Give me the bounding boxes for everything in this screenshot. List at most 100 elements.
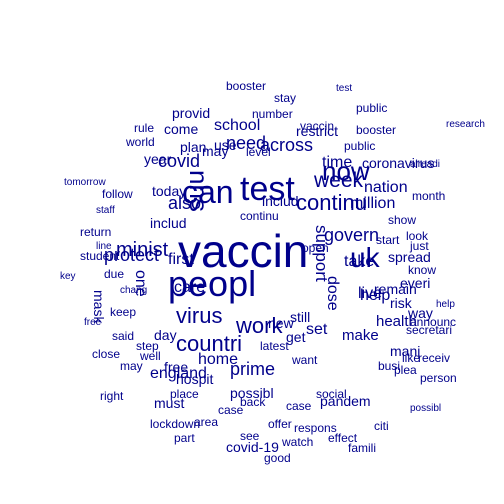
- word-cloud-term: good: [264, 451, 291, 465]
- word-cloud-term: free: [84, 317, 102, 328]
- word-cloud-term: student: [80, 249, 120, 263]
- word-cloud-term: open: [302, 241, 329, 255]
- word-cloud-term: said: [112, 329, 135, 343]
- word-cloud-term: may: [120, 359, 143, 373]
- word-cloud-term: includ: [150, 215, 187, 231]
- word-cloud-term: coronavirus: [362, 155, 435, 171]
- word-cloud-term: england: [150, 365, 207, 382]
- word-cloud-term: continu: [240, 209, 279, 223]
- word-cloud-term: case: [218, 403, 244, 417]
- word-cloud-term: home: [198, 351, 239, 368]
- word-cloud-term: follow: [102, 187, 133, 201]
- word-cloud-term: hospit: [176, 371, 214, 387]
- word-cloud-term: possibl: [410, 403, 442, 414]
- word-cloud-term: day: [154, 327, 177, 343]
- word-cloud-term: peopl: [168, 263, 257, 304]
- word-cloud-term: offer: [268, 417, 292, 431]
- word-cloud-term: announc: [410, 315, 457, 329]
- word-cloud-term: spread: [388, 249, 431, 265]
- word-cloud-term: come: [164, 121, 199, 137]
- word-cloud-term: public: [356, 101, 388, 115]
- word-cloud-term: year: [144, 151, 172, 167]
- word-cloud-term: busi: [378, 359, 401, 373]
- word-cloud-term: prime: [230, 359, 276, 379]
- word-cloud-term: covid-19: [226, 439, 279, 455]
- word-cloud-term: provid: [172, 105, 211, 121]
- word-cloud-term: latest: [260, 339, 289, 353]
- word-cloud-term: booster: [356, 123, 397, 137]
- word-cloud-term: alreadi: [410, 159, 441, 170]
- word-cloud-term: lockdown: [150, 417, 201, 431]
- word-cloud-term: stay: [274, 91, 297, 105]
- word-cloud-term: time: [322, 154, 353, 171]
- word-cloud-term: part: [174, 431, 195, 445]
- word-cloud-term: need: [226, 133, 267, 153]
- word-cloud-term: keep: [110, 305, 137, 319]
- word-cloud-term: receiv: [418, 351, 451, 365]
- word-cloud-term: care: [174, 279, 206, 296]
- word-cloud-term: dose: [324, 276, 341, 311]
- word-cloud-term: plea: [394, 363, 417, 377]
- word-cloud-term: want: [292, 353, 318, 367]
- word-cloud-term: can: [182, 174, 234, 210]
- word-cloud-term: uk: [350, 242, 380, 273]
- word-cloud-term: vaccin: [300, 119, 335, 133]
- word-cloud-term: line: [96, 241, 112, 252]
- word-cloud-term: way: [408, 305, 433, 321]
- word-cloud-term: well: [140, 349, 161, 363]
- word-cloud-term: covid: [158, 151, 201, 171]
- word-cloud-term: back: [240, 395, 266, 409]
- word-cloud-term: like: [402, 351, 421, 365]
- word-cloud-term: due: [104, 267, 125, 281]
- word-cloud-term: health: [376, 313, 417, 330]
- word-cloud-term: famili: [348, 441, 377, 455]
- word-cloud-term: start: [376, 233, 400, 247]
- word-cloud-term: return: [80, 225, 112, 239]
- word-cloud-term: must: [154, 395, 185, 411]
- word-cloud-term: school: [214, 117, 261, 134]
- word-cloud-term: today: [152, 183, 187, 199]
- word-cloud-term: govern: [324, 225, 380, 245]
- word-cloud-term: restrict: [296, 123, 338, 139]
- word-cloud-term: respons: [294, 421, 337, 435]
- word-cloud-term: includ: [262, 193, 299, 209]
- word-cloud-term: million: [350, 195, 396, 212]
- word-cloud-term: world: [126, 135, 155, 149]
- word-cloud-term: staff: [96, 205, 115, 216]
- word-cloud-term: tomorrow: [64, 177, 106, 188]
- word-cloud-term: work: [236, 313, 283, 338]
- word-cloud-term: citi: [374, 419, 389, 433]
- word-cloud-term: still: [290, 309, 311, 325]
- word-cloud-term: new: [268, 315, 294, 331]
- word-cloud-term: help: [436, 299, 455, 310]
- word-cloud-term: make: [342, 327, 379, 344]
- word-cloud-term: virus: [176, 303, 223, 328]
- word-cloud-term: now: [322, 156, 370, 186]
- word-cloud-term: effect: [328, 431, 358, 445]
- word-cloud-term: everi: [400, 275, 431, 291]
- word-cloud-term: booster: [226, 79, 267, 93]
- word-cloud-term: set: [306, 321, 328, 338]
- word-cloud-term: key: [60, 271, 76, 282]
- word-cloud-term: vaccin: [178, 225, 309, 277]
- word-cloud-term: across: [260, 135, 314, 155]
- word-cloud-term: social: [316, 387, 347, 401]
- word-cloud-term: look: [406, 229, 429, 243]
- word-cloud-term: countri: [176, 331, 243, 356]
- word-cloud-term: help: [360, 287, 391, 304]
- word-cloud-term: remain: [374, 281, 417, 297]
- word-cloud-term: level: [246, 145, 271, 159]
- word-cloud-term: month: [412, 189, 446, 203]
- word-cloud-term: free: [164, 359, 189, 375]
- word-cloud-term: plan: [180, 139, 207, 155]
- word-cloud-term: person: [420, 371, 457, 385]
- word-cloud-term: close: [92, 347, 121, 361]
- word-cloud-term: case: [286, 399, 312, 413]
- word-cloud-term: minist: [116, 239, 169, 261]
- word-cloud-term: live: [358, 285, 383, 302]
- word-cloud-term: test: [336, 83, 353, 94]
- word-cloud-term: right: [100, 389, 124, 403]
- word-cloud-term: just: [410, 239, 429, 253]
- word-cloud-term: get: [286, 329, 306, 345]
